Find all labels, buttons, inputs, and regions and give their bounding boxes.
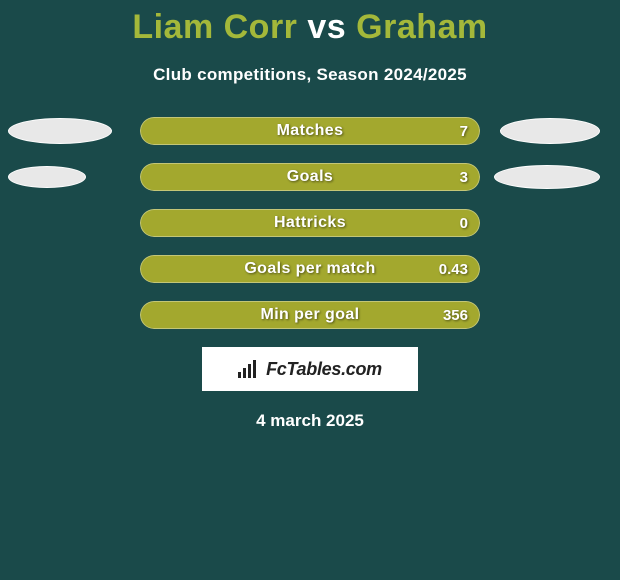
stat-bar: Goals3 xyxy=(140,163,480,191)
stat-label: Hattricks xyxy=(140,214,480,232)
player2-name: Graham xyxy=(356,8,488,46)
logo-text: FcTables.com xyxy=(266,359,382,380)
right-ellipse-icon xyxy=(500,118,600,144)
stat-row: Hattricks0 xyxy=(0,209,620,237)
vs-separator: vs xyxy=(307,8,346,46)
stat-bar: Matches7 xyxy=(140,117,480,145)
stat-label: Min per goal xyxy=(140,306,480,324)
stat-bar: Hattricks0 xyxy=(140,209,480,237)
page-title: Liam Corr vs Graham xyxy=(0,0,620,47)
stat-row: Min per goal356 xyxy=(0,301,620,329)
stats-container: Matches7Goals3Hattricks0Goals per match0… xyxy=(0,117,620,329)
stat-row: Goals per match0.43 xyxy=(0,255,620,283)
stat-label: Matches xyxy=(140,122,480,140)
stat-bar: Min per goal356 xyxy=(140,301,480,329)
player1-name: Liam Corr xyxy=(132,8,297,46)
left-ellipse-icon xyxy=(8,166,86,188)
stat-label: Goals per match xyxy=(140,260,480,278)
stat-value-right: 0 xyxy=(460,215,468,232)
stat-value-right: 0.43 xyxy=(439,261,468,278)
left-ellipse-icon xyxy=(8,118,112,144)
stat-value-right: 3 xyxy=(460,169,468,186)
stat-value-right: 7 xyxy=(460,123,468,140)
date-label: 4 march 2025 xyxy=(0,411,620,431)
stat-bar: Goals per match0.43 xyxy=(140,255,480,283)
stat-row: Matches7 xyxy=(0,117,620,145)
stat-value-right: 356 xyxy=(443,307,468,324)
stat-row: Goals3 xyxy=(0,163,620,191)
bar-chart-icon xyxy=(238,360,260,378)
right-ellipse-icon xyxy=(494,165,600,189)
stat-label: Goals xyxy=(140,168,480,186)
subtitle: Club competitions, Season 2024/2025 xyxy=(0,65,620,85)
logo-box: FcTables.com xyxy=(202,347,418,391)
